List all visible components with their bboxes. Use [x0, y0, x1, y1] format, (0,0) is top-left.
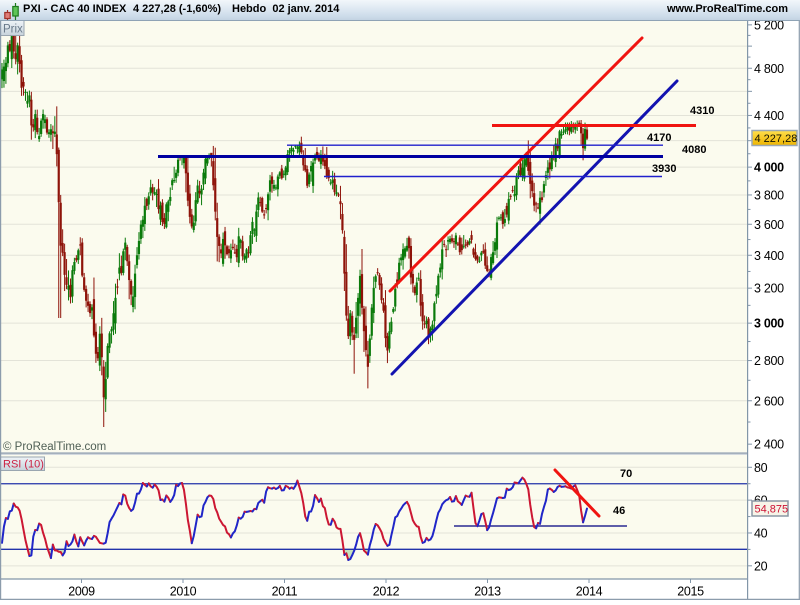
svg-text:3 800: 3 800: [754, 188, 784, 202]
svg-text:20: 20: [754, 559, 768, 573]
svg-text:2015: 2015: [677, 585, 704, 599]
svg-text:4 400: 4 400: [754, 109, 784, 123]
svg-text:70: 70: [620, 468, 632, 480]
svg-text:2 800: 2 800: [754, 354, 784, 368]
svg-text:2011: 2011: [272, 585, 298, 599]
svg-text:2013: 2013: [474, 585, 501, 599]
svg-text:80: 80: [754, 461, 768, 475]
svg-text:2012: 2012: [373, 585, 400, 599]
svg-text:4310: 4310: [690, 105, 714, 117]
svg-text:2009: 2009: [68, 585, 95, 599]
svg-text:2 400: 2 400: [754, 438, 784, 452]
svg-text:5 200: 5 200: [754, 18, 784, 32]
svg-text:4170: 4170: [647, 132, 671, 144]
svg-text:RSI (10): RSI (10): [3, 459, 44, 471]
svg-text:© ProRealTime.com: © ProRealTime.com: [3, 441, 106, 453]
svg-text:3 000: 3 000: [754, 317, 784, 331]
svg-text:4 227,28: 4 227,28: [755, 133, 798, 145]
svg-text:2010: 2010: [170, 585, 197, 599]
svg-text:4 800: 4 800: [754, 62, 784, 76]
svg-text:2 600: 2 600: [754, 394, 784, 408]
svg-text:2014: 2014: [576, 585, 603, 599]
svg-text:46: 46: [613, 505, 625, 517]
svg-text:54,875: 54,875: [755, 504, 789, 516]
svg-text:4 000: 4 000: [754, 161, 784, 175]
svg-text:3 400: 3 400: [754, 249, 784, 263]
svg-text:3 600: 3 600: [754, 218, 784, 232]
svg-text:3930: 3930: [652, 163, 676, 175]
svg-text:4080: 4080: [682, 144, 706, 156]
svg-text:Prix: Prix: [3, 24, 23, 36]
svg-text:3 200: 3 200: [754, 282, 784, 296]
svg-text:40: 40: [754, 526, 768, 540]
